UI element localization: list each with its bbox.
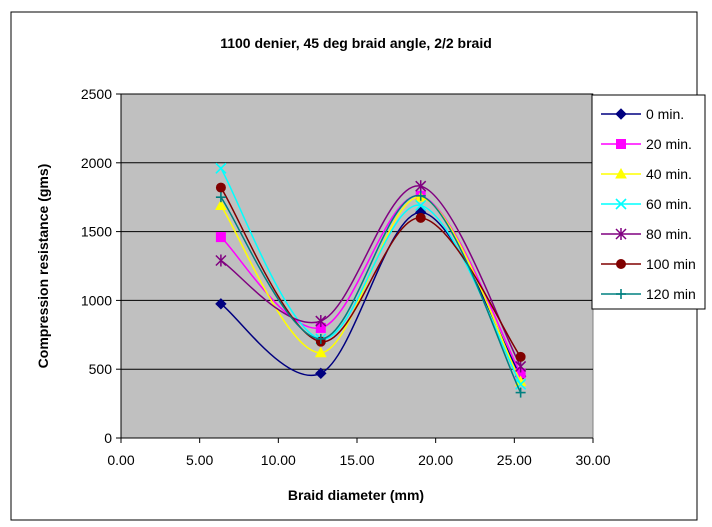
y-axis-ticks: 0 500 1000 1500 2000 2500 — [81, 86, 121, 446]
y-tick-label: 1000 — [81, 292, 112, 308]
legend-marker — [615, 228, 627, 240]
data-point — [215, 192, 226, 203]
legend-label: 100 min — [646, 256, 696, 272]
legend-marker — [615, 167, 627, 179]
data-point — [415, 212, 426, 223]
chart-title: 1100 denier, 45 deg braid angle, 2/2 bra… — [220, 35, 492, 51]
legend-entry: 40 min. — [601, 166, 692, 182]
series-line — [220, 211, 522, 377]
y-tick-label: 500 — [89, 361, 113, 377]
data-point — [515, 387, 526, 398]
x-axis-ticks: 0.00 5.00 10.00 15.00 20.00 25.00 30.00 — [107, 438, 611, 468]
x-tick-label: 10.00 — [261, 452, 296, 468]
data-point — [215, 162, 227, 174]
legend-marker — [616, 139, 626, 149]
y-tick-label: 2000 — [81, 155, 112, 171]
data-point — [515, 351, 526, 362]
legend-box — [591, 94, 706, 310]
legend-marker — [616, 259, 626, 269]
x-tick-label: 20.00 — [418, 452, 453, 468]
legend-entry: 60 min. — [601, 196, 692, 212]
data-point — [315, 315, 327, 328]
x-tick-label: 5.00 — [186, 452, 213, 468]
data-point — [215, 232, 226, 243]
legend-entry: 20 min. — [601, 136, 692, 152]
plot-area — [120, 93, 594, 439]
data-point — [415, 190, 426, 201]
x-tick-label: 25.00 — [497, 452, 532, 468]
legend-label: 20 min. — [646, 136, 692, 152]
series-line — [220, 185, 522, 367]
legend-entry: 0 min. — [601, 106, 684, 122]
series-4 — [215, 180, 527, 373]
data-point — [215, 199, 227, 210]
series-6 — [215, 190, 526, 398]
x-tick-label: 30.00 — [575, 452, 610, 468]
legend-marker — [615, 108, 627, 120]
data-point — [515, 360, 527, 373]
x-axis-title: Braid diameter (mm) — [288, 487, 424, 503]
legend-label: 80 min. — [646, 226, 692, 242]
data-point — [314, 346, 327, 358]
series-line — [220, 195, 522, 393]
data-point — [315, 367, 327, 380]
legend-marker — [616, 289, 626, 299]
data-series — [215, 162, 527, 398]
legend-label: 60 min. — [646, 196, 692, 212]
data-point — [415, 180, 427, 193]
legend-marker — [615, 198, 627, 210]
legend-label: 120 min — [646, 286, 696, 302]
data-point — [415, 199, 427, 212]
x-tick-label: 15.00 — [339, 452, 374, 468]
series-line — [220, 195, 522, 374]
data-point — [315, 333, 326, 344]
data-point — [215, 182, 226, 193]
x-tick-label: 0.00 — [107, 452, 134, 468]
legend-label: 0 min. — [646, 106, 684, 122]
legend-entry: 80 min. — [601, 226, 692, 242]
data-point — [515, 378, 527, 390]
y-tick-label: 2500 — [81, 86, 112, 102]
legend-label: 40 min. — [646, 166, 692, 182]
y-axis-title: Compression resistance (gms) — [35, 164, 51, 369]
legend: 0 min. 20 min. 40 min. 60 min. 80 min. 100 mi… — [591, 94, 706, 310]
series-line — [220, 187, 522, 358]
data-point — [215, 298, 227, 310]
y-tick-label: 1500 — [81, 224, 112, 240]
data-point — [215, 254, 227, 267]
legend-entry: 100 min — [601, 256, 696, 272]
legend-entry: 120 min — [601, 286, 696, 302]
y-tick-label: 0 — [104, 430, 112, 446]
